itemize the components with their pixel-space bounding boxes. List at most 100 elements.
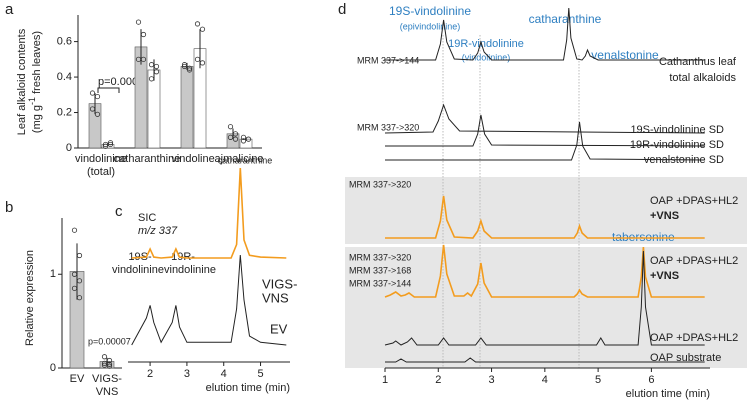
- y-tick-label: 1: [50, 268, 56, 280]
- trace: [384, 244, 705, 298]
- peak-label: 19S-vindolinine: [389, 4, 471, 18]
- trace-label: +VNS: [650, 270, 679, 282]
- x-tick-label: 6: [648, 374, 654, 386]
- data-point: [240, 138, 247, 144]
- data-point: [94, 111, 101, 117]
- y-label-part: fresh leaves): [31, 31, 43, 97]
- label: vindolinine: [112, 264, 164, 276]
- label: vindolinine: [164, 264, 216, 276]
- data-point: [107, 140, 114, 146]
- label: catharanthine: [218, 155, 273, 165]
- trace: [131, 254, 287, 346]
- x-tick-label: 5: [257, 368, 263, 380]
- trace: [384, 250, 705, 346]
- shade: [345, 247, 747, 368]
- data-point: [71, 271, 78, 277]
- data-point: [186, 65, 193, 71]
- y-label-part: (mg g: [31, 105, 43, 133]
- data-point: [107, 141, 114, 148]
- x-tick-label: 2: [435, 374, 441, 386]
- trace-label: OAP +DPAS+HL2: [650, 332, 738, 344]
- data-point: [106, 361, 113, 367]
- y-tick-label: 0.6: [57, 36, 72, 48]
- panel-label: a: [5, 1, 14, 18]
- trace: [385, 7, 705, 61]
- mrm-label: MRM 337->320: [357, 122, 419, 132]
- y-label-part: -1: [27, 97, 37, 105]
- data-point: [102, 143, 109, 149]
- panel-label: b: [5, 199, 13, 216]
- trace-label: 19S-vindolinine SD: [630, 124, 724, 136]
- data-point: [76, 295, 83, 301]
- x-tick-label: 4: [221, 368, 227, 380]
- panel-label: d: [338, 1, 346, 18]
- trace-label: +VNS: [650, 210, 679, 222]
- y-tick-label: 0: [66, 142, 72, 154]
- mrm-label: MRM 337->320: [349, 179, 411, 189]
- peak-label: catharanthine: [529, 12, 602, 26]
- x-tick-label: VNS: [96, 386, 119, 398]
- peak-label: (vindolinine): [462, 52, 511, 62]
- data-point: [153, 69, 160, 75]
- data-point: [71, 285, 78, 291]
- trace: [131, 167, 287, 259]
- data-point: [181, 63, 188, 70]
- d-annotations: 19S-vindolinine (epivindolinine) 19R-vin…: [349, 4, 738, 364]
- peak-label: tabersonine: [612, 230, 675, 244]
- x-label: elution time (min): [626, 388, 710, 400]
- data-point: [194, 56, 201, 62]
- peak-label: venalstonine: [591, 48, 659, 62]
- x-tick-label: 3: [184, 368, 190, 380]
- x-tick-label: VIGS-: [92, 373, 122, 385]
- data-point: [89, 90, 96, 96]
- trace-label: OAP substrate: [650, 352, 721, 364]
- trace-label: Cathanthus leaf: [659, 56, 737, 68]
- x-tick-label: 4: [542, 374, 548, 386]
- trace-label: OAP +DPAS+HL2: [650, 255, 738, 267]
- c-annotations: SIC m/z 337 19S- vindolinine 19R- vindol…: [112, 155, 297, 336]
- mrm-label: MRM 337->168: [349, 265, 411, 275]
- shade: [345, 177, 747, 244]
- x-tick-label: (total): [87, 166, 115, 178]
- bar: [147, 69, 161, 149]
- trace: [385, 121, 705, 161]
- trace-label: total alkaloids: [669, 72, 736, 84]
- label: EV: [270, 321, 288, 336]
- data-point: [101, 360, 108, 366]
- p-value: p=0.0001: [98, 76, 144, 88]
- data-point: [186, 67, 193, 73]
- label: SIC: [138, 212, 156, 224]
- data-point: [227, 134, 234, 140]
- data-point: [106, 363, 113, 369]
- data-point: [140, 31, 147, 38]
- data-point: [101, 362, 108, 368]
- bracket: [97, 87, 120, 93]
- x-tick-label: vindoline: [171, 153, 214, 165]
- data-point: [106, 357, 113, 364]
- data-point: [102, 141, 109, 148]
- trace: [385, 195, 705, 239]
- data-point: [245, 136, 252, 142]
- data-point: [194, 21, 201, 27]
- data-point: [181, 62, 188, 68]
- data-point: [94, 93, 101, 100]
- data-point: [76, 278, 83, 284]
- x-tick-label: ajmalicine: [215, 153, 264, 165]
- data-point: [232, 136, 239, 142]
- mrm-label: MRM 337->320: [349, 252, 411, 262]
- trace: [384, 103, 705, 134]
- data-point: [89, 106, 96, 112]
- mrm-label: MRM 337->144: [349, 278, 411, 288]
- data-point: [199, 26, 206, 32]
- data-point: [199, 60, 206, 66]
- x-tick-label: 5: [595, 374, 601, 386]
- y-tick-label: 0.2: [57, 106, 72, 118]
- trace: [385, 114, 705, 147]
- x-tick-label: 1: [382, 374, 388, 386]
- data-point: [227, 124, 234, 130]
- panel-label: c: [115, 203, 123, 220]
- x-tick-label: 3: [488, 374, 494, 386]
- data-point: [153, 63, 160, 70]
- data-point: [76, 252, 83, 259]
